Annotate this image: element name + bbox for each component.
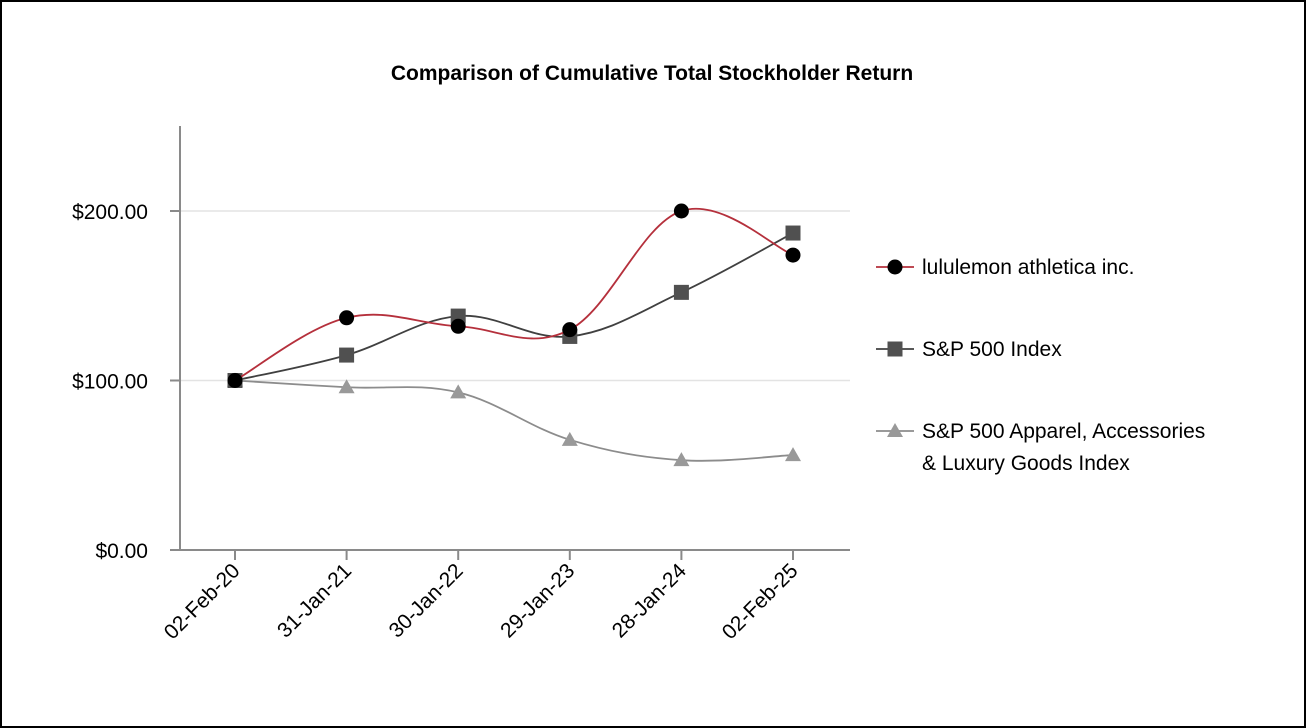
chart-title: Comparison of Cumulative Total Stockhold…	[391, 62, 913, 85]
data-point-triangle	[785, 447, 801, 462]
legend-marker-square	[887, 341, 903, 357]
x-tick-label: 29-Jan-23	[496, 559, 579, 642]
x-tick-label: 30-Jan-22	[385, 559, 468, 642]
series-line	[234, 232, 794, 382]
legend-label: S&P 500 Index	[922, 338, 1062, 361]
legend-marker-triangle	[887, 423, 903, 437]
data-point-circle	[785, 247, 801, 263]
data-point-square	[673, 284, 689, 300]
legend-label: S&P 500 Apparel, Accessories	[922, 420, 1205, 443]
x-tick-label: 28-Jan-24	[608, 559, 691, 642]
data-point-square	[339, 347, 355, 363]
x-tick-label: 31-Jan-21	[273, 559, 356, 642]
series-line	[234, 207, 794, 382]
data-point-circle	[227, 373, 243, 388]
data-point-circle	[673, 203, 689, 219]
legend-marker-circle	[887, 259, 903, 275]
y-tick-label: $0.00	[95, 540, 148, 563]
data-point-circle	[450, 318, 466, 334]
series-line	[234, 379, 794, 462]
data-point-triangle	[673, 452, 690, 467]
legend-label: & Luxury Goods Index	[922, 452, 1130, 475]
data-point-circle	[339, 310, 355, 326]
x-tick-label: 02-Feb-25	[718, 559, 803, 644]
legend-label: lululemon athletica inc.	[922, 256, 1134, 279]
data-point-circle	[562, 322, 578, 338]
data-point-triangle	[450, 384, 467, 399]
x-tick-label: 02-Feb-20	[160, 559, 245, 644]
data-point-square	[785, 225, 801, 241]
y-tick-label: $200.00	[72, 201, 148, 224]
data-point-triangle	[561, 431, 578, 446]
y-tick-label: $100.00	[72, 371, 148, 394]
data-point-triangle	[338, 379, 355, 394]
